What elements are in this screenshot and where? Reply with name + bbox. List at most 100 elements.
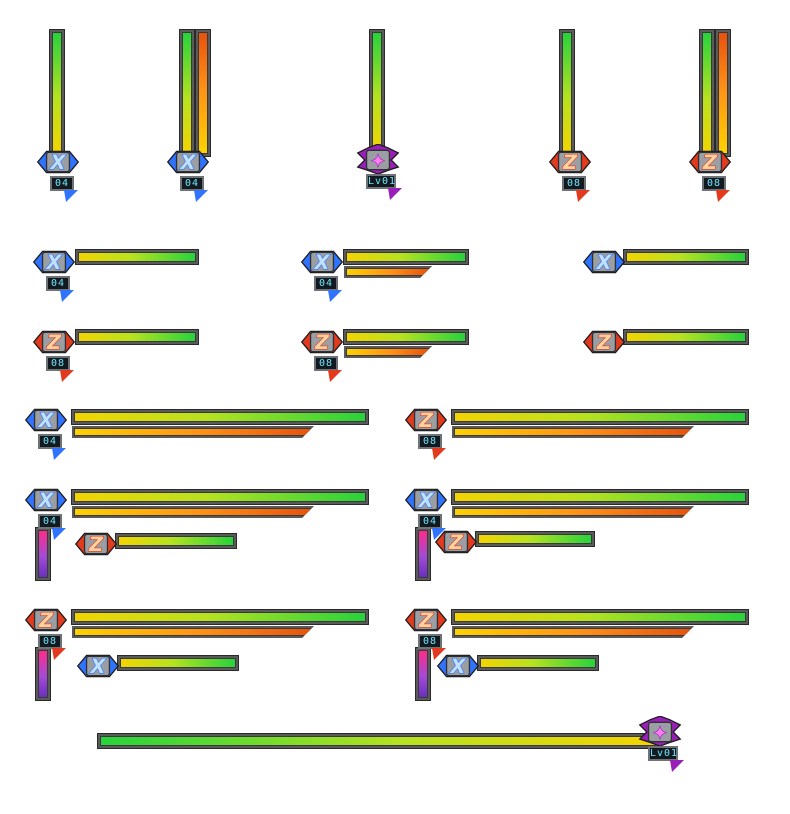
weapon-bar — [452, 506, 694, 518]
weapon-bar — [452, 426, 694, 438]
partner-link-bar — [35, 527, 51, 581]
weapon-bar — [72, 426, 314, 438]
boss-glyph-icon: ✦ — [356, 144, 400, 175]
x-emblem-letter: X — [418, 489, 435, 512]
z-level-readout: 08 — [314, 356, 338, 371]
hud-combo-x-main-z-partner: X 04 Z — [24, 484, 374, 584]
hud-horizontal-z-life-weapon: Z 08 — [300, 326, 470, 388]
x-pointer-icon — [52, 448, 66, 460]
partner-link-bar — [415, 647, 431, 701]
weapon-bar — [72, 506, 314, 518]
life-bar — [71, 489, 369, 505]
x-pointer-icon — [432, 528, 446, 540]
x-level-readout: 04 — [46, 276, 70, 291]
boss-life-bar — [97, 733, 659, 749]
z-level-readout: 08 — [702, 176, 726, 191]
z-emblem-letter: Z — [46, 331, 62, 354]
life-bar — [451, 489, 749, 505]
x-level-readout: 04 — [418, 514, 442, 529]
z-emblem-letter: Z — [418, 609, 434, 632]
x-pointer-icon — [194, 190, 208, 202]
z-pointer-icon — [60, 370, 74, 382]
weapon-bar — [344, 346, 432, 358]
life-bar — [343, 329, 469, 345]
x-glyph-icon: X — [300, 250, 344, 275]
x-emblem-letter: X — [314, 251, 331, 274]
z-emblem-letter: Z — [596, 331, 612, 354]
partner-life-bar — [477, 655, 599, 671]
z-emblem-letter: Z — [314, 331, 330, 354]
life-bar — [451, 609, 749, 625]
z-glyph-icon: Z — [32, 330, 76, 355]
x-level-readout: 04 — [38, 434, 62, 449]
x-emblem-letter: X — [38, 409, 55, 432]
x-glyph-icon: X — [24, 408, 68, 433]
z-emblem-letter: Z — [702, 151, 718, 174]
z-level-readout: 08 — [46, 356, 70, 371]
hud-long-x-life-weapon: X 04 — [24, 404, 374, 468]
boss-glyph-icon: ✦ — [638, 716, 682, 747]
x-glyph-icon: X — [404, 488, 448, 513]
x-level-readout: 04 — [314, 276, 338, 291]
x-pointer-icon — [328, 290, 342, 302]
boss-level-readout: Lv01 — [366, 174, 397, 189]
partner-link-bar — [415, 527, 431, 581]
z-pointer-icon — [716, 190, 730, 202]
x-glyph-icon: X — [582, 250, 626, 275]
life-bar — [699, 29, 715, 157]
boss-emblem-letter: ✦ — [371, 152, 386, 172]
weapon-bar — [72, 626, 314, 638]
life-bar — [343, 249, 469, 265]
boss-pointer-icon — [670, 760, 684, 772]
hud-vertical-z-life: Z 08 — [548, 29, 608, 208]
partner-life-bar — [115, 533, 237, 549]
z-emblem-letter: Z — [88, 533, 104, 556]
boss-emblem-letter: ✦ — [653, 724, 668, 744]
partner-life-bar — [117, 655, 239, 671]
x-pointer-icon — [64, 190, 78, 202]
z-pointer-icon — [432, 648, 446, 660]
x-glyph-icon: X — [436, 654, 480, 679]
z-pointer-icon — [576, 190, 590, 202]
hud-horizontal-x-life: X 04 — [32, 246, 202, 308]
weapon-bar — [715, 29, 731, 157]
x-emblem-letter: X — [46, 251, 63, 274]
life-bar — [75, 249, 199, 265]
hud-boss-long-bar: ✦ Lv01 — [97, 716, 698, 780]
x-glyph-icon: X — [36, 150, 80, 175]
z-level-readout: 08 — [418, 634, 442, 649]
hud-combo-z-main-x-partner: Z 08 X — [24, 604, 374, 704]
life-bar — [71, 409, 369, 425]
hud-horizontal-z-life-nolevel: Z — [582, 326, 752, 366]
partner-life-bar — [475, 531, 595, 547]
life-bar — [71, 609, 369, 625]
x-level-readout: 04 — [180, 176, 204, 191]
z-glyph-icon: Z — [548, 150, 592, 175]
hud-long-z-life-weapon: Z 08 — [404, 404, 754, 468]
x-emblem-letter: X — [596, 251, 613, 274]
z-level-readout: 08 — [418, 434, 442, 449]
x-emblem-letter: X — [38, 489, 55, 512]
x-emblem-letter: X — [450, 655, 467, 678]
hud-vertical-x-life: X 04 — [34, 29, 94, 208]
hud-vertical-boss-life: ✦ Lv01 — [356, 29, 420, 208]
hud-vertical-x-life-weapon: X 04 — [164, 29, 224, 208]
z-glyph-icon: Z — [688, 150, 732, 175]
life-bar — [75, 329, 199, 345]
x-emblem-letter: X — [50, 151, 67, 174]
z-glyph-icon: Z — [434, 530, 478, 555]
z-glyph-icon: Z — [404, 408, 448, 433]
z-pointer-icon — [52, 648, 66, 660]
z-level-readout: 08 — [38, 634, 62, 649]
z-glyph-icon: Z — [404, 608, 448, 633]
x-glyph-icon: X — [166, 150, 210, 175]
x-level-readout: 04 — [38, 514, 62, 529]
z-glyph-icon: Z — [582, 330, 626, 355]
z-pointer-icon — [328, 370, 342, 382]
z-glyph-icon: Z — [24, 608, 68, 633]
x-pointer-icon — [52, 528, 66, 540]
life-bar — [451, 409, 749, 425]
weapon-bar — [452, 626, 694, 638]
life-bar — [179, 29, 195, 157]
